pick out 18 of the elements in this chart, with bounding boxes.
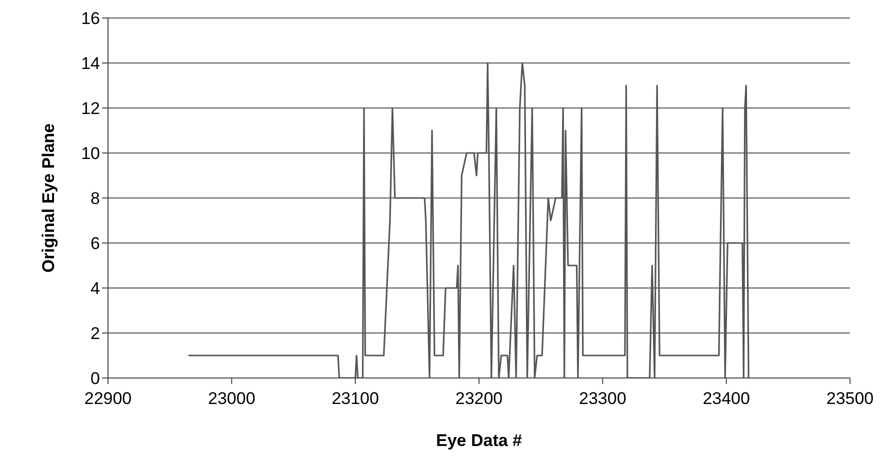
x-tick-label: 23500 <box>826 389 874 408</box>
x-axis-title: Eye Data # <box>436 431 523 450</box>
y-tick-label: 10 <box>81 144 100 164</box>
y-tick-label: 4 <box>90 279 100 298</box>
x-tick-label: 23300 <box>579 389 626 408</box>
y-tick-label: 2 <box>90 324 100 344</box>
x-tick-label: 23400 <box>702 389 750 408</box>
x-tick-label: 23000 <box>208 389 256 408</box>
y-tick-label: 6 <box>90 234 100 254</box>
y-tick-label: 12 <box>81 99 100 118</box>
y-axis-title: Original Eye Plane <box>39 123 58 273</box>
x-tick-label: 23100 <box>332 389 379 408</box>
x-tick-label: 23200 <box>455 389 503 408</box>
x-tick-label: 22900 <box>84 389 132 408</box>
y-tick-label: 14 <box>81 54 100 74</box>
y-tick-label: 0 <box>90 369 100 388</box>
y-tick-label: 16 <box>81 9 100 28</box>
y-tick-label: 8 <box>90 189 100 208</box>
